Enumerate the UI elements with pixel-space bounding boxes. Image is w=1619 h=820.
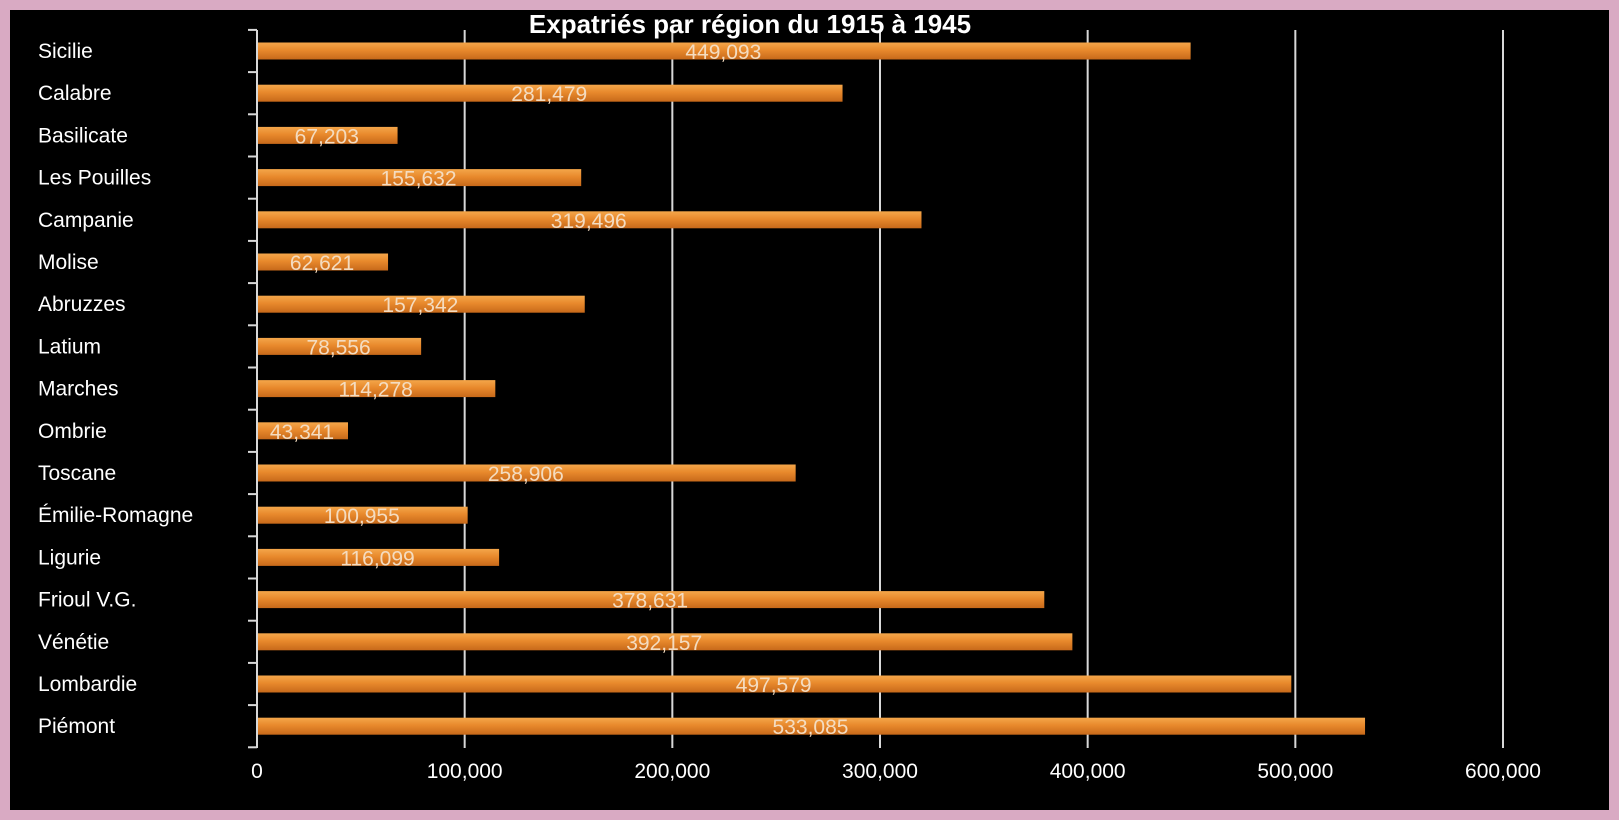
value-label: 449,093	[685, 41, 761, 64]
bar	[258, 633, 1073, 651]
value-labels: 449,093 281,479 67,203 155,632 319,496 62,621…	[270, 41, 849, 739]
x-tick-label: 200,000	[634, 760, 710, 783]
bar	[258, 464, 796, 482]
bar	[258, 548, 500, 566]
bar	[258, 42, 1191, 60]
category-label: Lombardie	[38, 673, 137, 696]
bar	[258, 169, 582, 187]
bar	[258, 126, 398, 144]
category-label: Les Pouilles	[38, 167, 151, 190]
category-label: Abruzzes	[38, 293, 126, 316]
x-tick-label: 0	[251, 760, 263, 783]
category-label: Émilie-Romagne	[38, 504, 193, 527]
category-label: Campanie	[38, 209, 134, 232]
category-label: Basilicate	[38, 124, 128, 147]
x-tick-labels: 0 100,000 200,000 300,000 400,000 500,000 600,…	[251, 760, 1541, 783]
bar	[258, 717, 1366, 735]
category-labels: Sicilie Calabre Basilicate Les Pouilles Camp…	[38, 40, 193, 738]
bar	[258, 211, 922, 229]
value-label: 258,906	[488, 463, 564, 486]
bar	[258, 295, 585, 313]
bar	[258, 253, 389, 271]
x-tick-label: 100,000	[427, 760, 503, 783]
category-label: Piémont	[38, 715, 115, 738]
bar	[258, 506, 468, 524]
x-tick-label: 300,000	[842, 760, 918, 783]
value-label: 533,085	[773, 716, 849, 739]
category-label: Molise	[38, 251, 99, 274]
bar	[258, 84, 843, 102]
bar	[258, 380, 496, 398]
value-label: 155,632	[381, 168, 457, 191]
bars	[258, 42, 1366, 735]
category-label: Sicilie	[38, 40, 93, 63]
chart-frame: Sicilie Calabre Basilicate Les Pouilles Camp…	[10, 10, 1609, 810]
bar	[258, 337, 422, 355]
value-label: 157,342	[382, 294, 458, 317]
value-label: 281,479	[511, 83, 587, 106]
value-label: 392,157	[626, 632, 702, 655]
bar-chart: Sicilie Calabre Basilicate Les Pouilles Camp…	[38, 10, 1541, 783]
value-label: 319,496	[551, 210, 627, 233]
bar	[258, 591, 1045, 609]
category-label: Ombrie	[38, 420, 107, 443]
category-label: Marches	[38, 378, 119, 401]
value-label: 497,579	[736, 674, 812, 697]
value-label: 62,621	[290, 252, 354, 275]
category-label: Calabre	[38, 82, 112, 105]
chart-title: Expatriés par région du 1915 à 1945	[529, 10, 971, 39]
x-tick-label: 600,000	[1465, 760, 1541, 783]
bar	[258, 675, 1292, 693]
x-tick-label: 400,000	[1050, 760, 1126, 783]
value-label: 78,556	[306, 336, 370, 359]
value-label: 378,631	[612, 590, 688, 613]
value-label: 43,341	[270, 421, 334, 444]
category-label: Ligurie	[38, 546, 101, 569]
category-label: Latium	[38, 335, 101, 358]
category-label: Frioul V.G.	[38, 589, 136, 612]
gridlines	[463, 30, 1504, 748]
category-label: Toscane	[38, 462, 116, 485]
value-label: 100,955	[324, 505, 400, 528]
bar	[258, 422, 349, 440]
x-tick-label: 500,000	[1257, 760, 1333, 783]
value-label: 114,278	[338, 379, 412, 402]
value-label: 67,203	[295, 125, 359, 148]
category-label: Vénétie	[38, 631, 109, 654]
y-axis	[248, 28, 258, 749]
value-label: 116,099	[340, 547, 414, 570]
